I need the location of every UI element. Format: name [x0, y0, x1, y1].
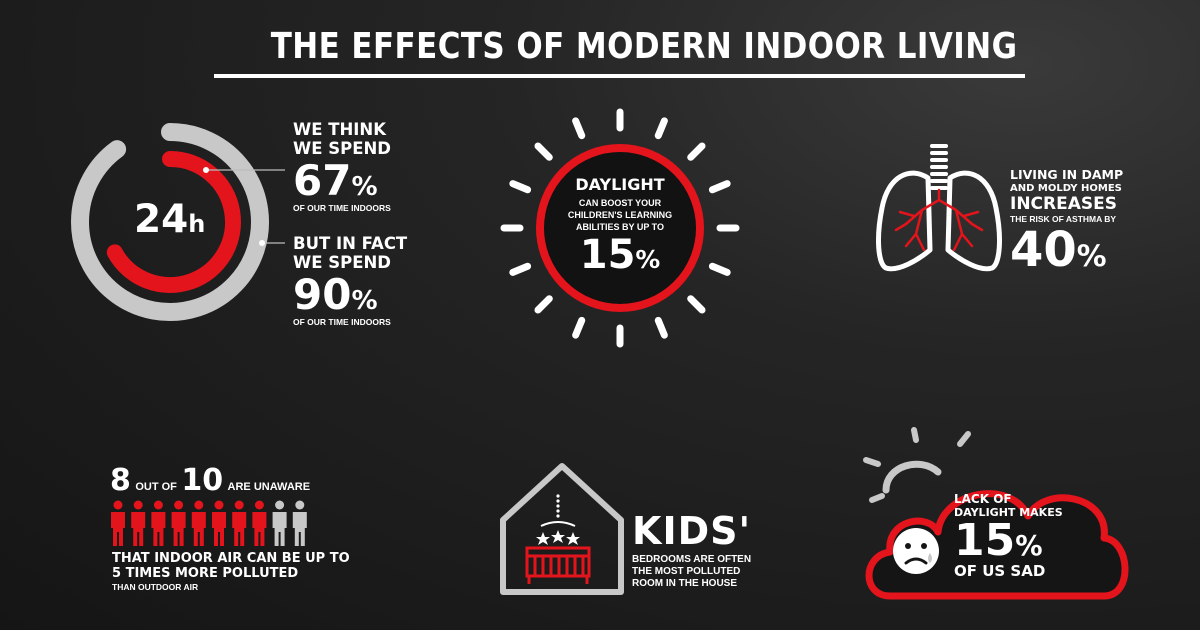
clock-think-block: WE THINK WE SPEND 67% OF OUR TIME INDOOR… — [293, 120, 391, 213]
think-value: 67 — [293, 156, 352, 205]
think-line2: WE SPEND — [293, 139, 391, 158]
air-text: THAT INDOOR AIR CAN BE UP TO 5 TIMES MOR… — [112, 551, 350, 593]
people-icon-row — [111, 500, 307, 546]
sad-line3: OF US SAD — [954, 562, 1046, 580]
person-icon — [111, 500, 125, 546]
daylight-line2: CHILDREN'S LEARNING — [567, 210, 673, 220]
asthma-percent: 40% — [1010, 226, 1123, 274]
person-icon — [171, 500, 186, 546]
kids-line1: BEDROOMS ARE OFTEN — [632, 554, 752, 565]
asthma-line4: THE RISK OF ASTHMA BY — [1010, 214, 1117, 224]
sun-ray — [509, 180, 532, 194]
person-icon — [252, 500, 267, 546]
crib-house-icon — [500, 463, 624, 595]
sun-ray — [708, 262, 731, 276]
daylight-pct-sign: % — [635, 245, 661, 274]
asthma-line3: INCREASES — [1010, 194, 1117, 214]
fact-caption: OF OUR TIME INDOORS — [293, 317, 391, 327]
fact-pct-sign: % — [351, 286, 378, 316]
asthma-line1: LIVING IN DAMP — [1010, 167, 1124, 182]
air-suffix: ARE UNAWARE — [227, 481, 311, 493]
sun-ray — [534, 295, 553, 314]
sad-face-icon — [893, 528, 939, 574]
think-percent: 67% — [293, 160, 391, 202]
lungs-icon — [876, 144, 1002, 272]
sad-value: 15 — [954, 515, 1016, 566]
think-line1: WE THINK — [293, 120, 387, 139]
clock-hours: 24 — [134, 197, 189, 242]
title-underline — [214, 74, 1025, 78]
sun-ray — [708, 180, 731, 194]
sun-ray — [572, 117, 586, 140]
fact-percent: 90% — [293, 274, 407, 316]
think-caption: OF OUR TIME INDOORS — [293, 203, 391, 213]
air-line3: THAN OUTDOOR AIR — [112, 582, 199, 592]
sun-ray — [572, 316, 586, 339]
air-heading: 8 OUT OF 10 ARE UNAWARE — [110, 466, 310, 496]
daylight-heading: DAYLIGHT — [575, 175, 665, 194]
person-icon — [212, 500, 226, 546]
sun-ray — [687, 295, 706, 314]
daylight-value: 15 — [579, 232, 636, 278]
person-icon — [151, 500, 166, 546]
clock-fact-block: BUT IN FACT WE SPEND 90% OF OUR TIME IND… — [293, 234, 407, 327]
air-line1: THAT INDOOR AIR CAN BE UP TO — [112, 551, 350, 566]
kids-line3: ROOM IN THE HOUSE — [632, 578, 738, 589]
kids-heading: KIDS' — [632, 509, 752, 553]
cloud-sun-icon — [863, 427, 1129, 600]
air-line2: 5 TIMES MORE POLLUTED — [112, 566, 299, 581]
fact-line1: BUT IN FACT — [293, 234, 408, 253]
sun-ray — [509, 262, 532, 276]
kids-text: KIDS' BEDROOMS ARE OFTEN THE MOST POLLUT… — [632, 512, 751, 590]
air-count: 8 — [110, 463, 131, 498]
fact-value: 90 — [293, 270, 352, 319]
air-out-of: OUT OF — [135, 481, 177, 493]
sad-text: LACK OF DAYLIGHT MAKES 15% OF US SAD — [954, 492, 1063, 579]
sun-ray — [534, 142, 553, 161]
sad-line2: DAYLIGHT MAKES — [954, 506, 1063, 519]
sad-percent: 15% — [954, 519, 1063, 563]
asthma-line2: AND MOLDY HOMES — [1010, 183, 1122, 194]
think-pct-sign: % — [351, 172, 378, 202]
air-total: 10 — [181, 463, 224, 498]
daylight-text: DAYLIGHT CAN BOOST YOUR CHILDREN'S LEARN… — [540, 175, 700, 276]
sun-ray — [687, 142, 706, 161]
sun-ray — [654, 117, 668, 140]
sad-line1: LACK OF — [954, 492, 1012, 506]
person-icon — [191, 500, 206, 546]
page-title: THE EFFECTS OF MODERN INDOOR LIVING — [270, 26, 1018, 67]
daylight-line3: ABILITIES BY UP TO — [575, 222, 665, 232]
sad-pct-sign: % — [1015, 531, 1043, 562]
person-icon — [272, 500, 287, 546]
person-icon — [131, 500, 146, 546]
person-icon — [232, 500, 247, 546]
person-icon — [292, 500, 307, 546]
asthma-value: 40 — [1010, 222, 1077, 278]
daylight-percent: 15% — [540, 235, 700, 275]
fact-line2: WE SPEND — [293, 253, 391, 272]
kids-line2: THE MOST POLLUTED — [632, 566, 741, 577]
sun-ray — [654, 316, 668, 339]
clock-center-label: 24h — [134, 200, 205, 239]
daylight-line1: CAN BOOST YOUR — [578, 198, 662, 208]
asthma-pct-sign: % — [1076, 239, 1107, 274]
asthma-text: LIVING IN DAMP AND MOLDY HOMES INCREASES… — [1010, 167, 1124, 275]
clock-unit: h — [188, 210, 206, 238]
